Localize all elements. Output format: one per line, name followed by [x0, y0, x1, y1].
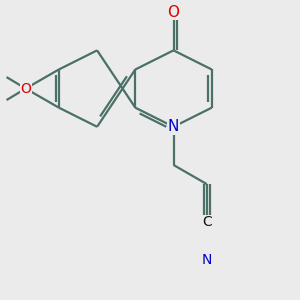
Text: O: O	[20, 82, 31, 96]
Text: N: N	[168, 119, 179, 134]
Text: O: O	[20, 82, 31, 96]
Text: O: O	[167, 5, 179, 20]
Text: N: N	[202, 254, 212, 268]
Text: C: C	[202, 215, 211, 229]
